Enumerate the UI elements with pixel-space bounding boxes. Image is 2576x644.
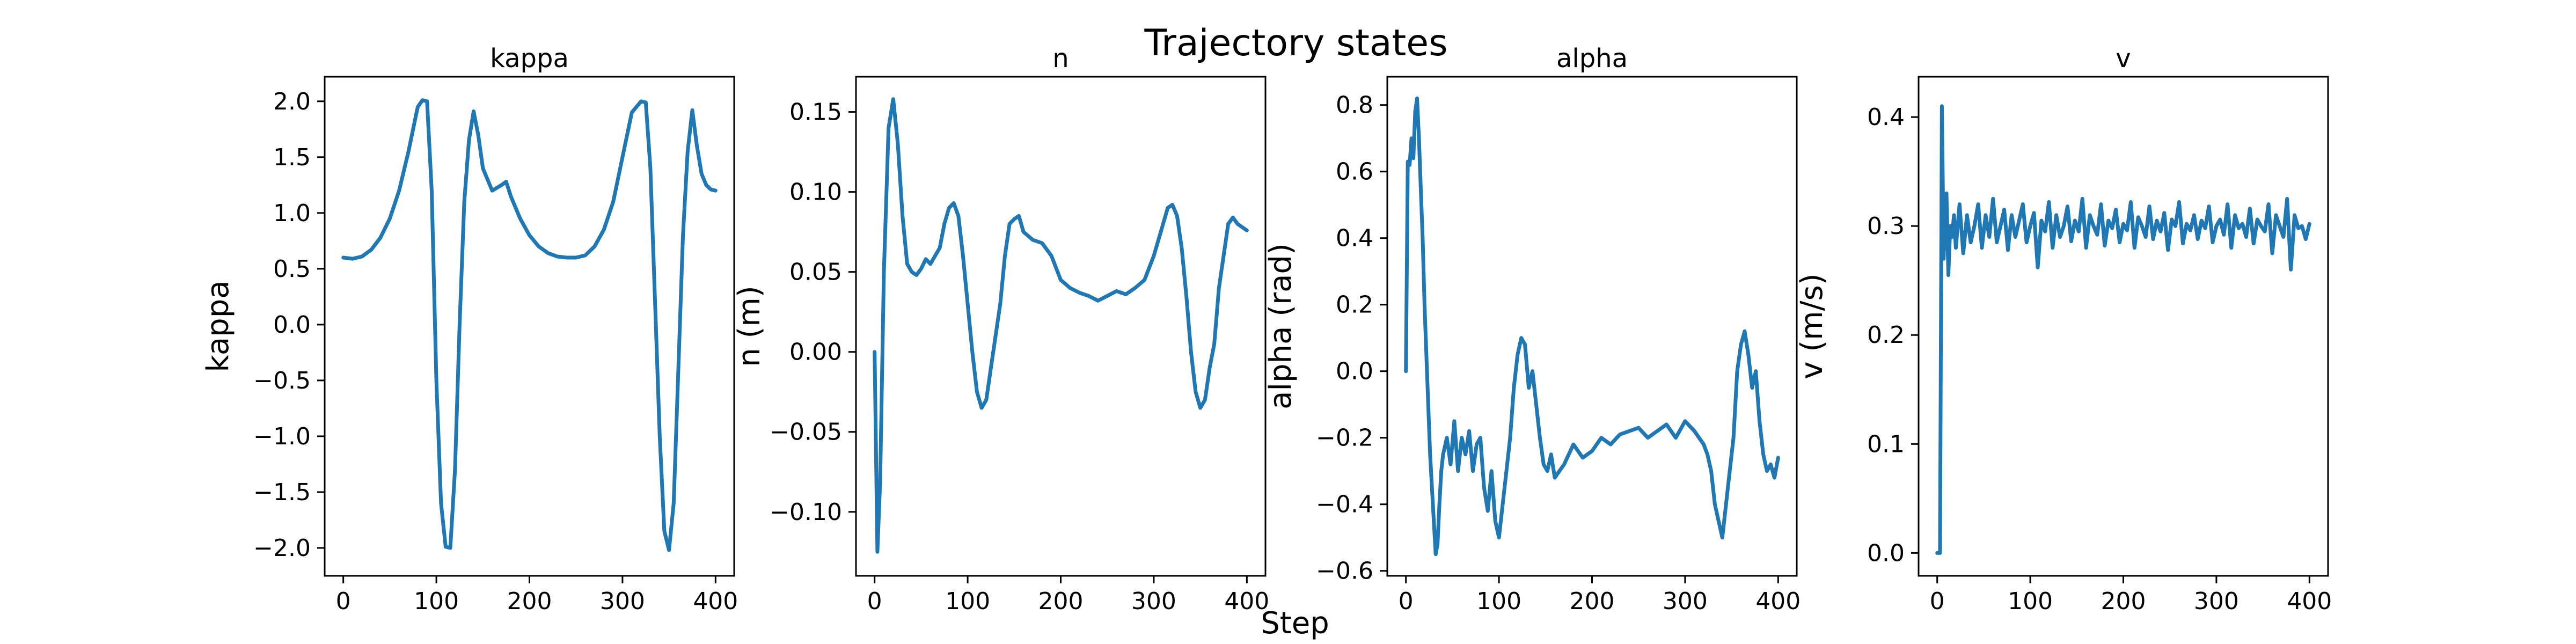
panel-n: 0 100 200 300 400 −0.10 −0.05 0.00 0.05 0.10 0.15 n… [732, 43, 1269, 615]
y-tick-label-alpha-0.4: 0.4 [1336, 225, 1373, 252]
y-tick-label-kappa--2: −2.0 [253, 535, 311, 562]
x-tick-label-v-100: 100 [2008, 588, 2053, 615]
y-tick-label-alpha--0.2: −0.2 [1316, 425, 1373, 452]
series-line-alpha [1404, 96, 1780, 557]
y-tick-label-n-0.1: 0.10 [789, 179, 842, 206]
y-tick-label-n-0.05: 0.05 [789, 259, 842, 286]
subplot-title-v: v [2116, 43, 2131, 74]
x-tick-label-v-0: 0 [1930, 588, 1945, 615]
series-line-v [1935, 104, 2311, 555]
y-tick-label-kappa--0.5: −0.5 [253, 367, 311, 394]
x-tick-label-v-200: 200 [2101, 588, 2146, 615]
subplot-panels: 0 100 200 300 400 −2.0 −1.5 −1.0 −0.5 0.0 0.5 1.0 1.… [201, 43, 2332, 615]
y-axis-label-kappa: kappa [201, 280, 236, 372]
y-tick-label-n-0.15: 0.15 [789, 99, 842, 126]
subplot-title-kappa: kappa [490, 43, 569, 74]
x-tick-label-alpha-100: 100 [1476, 588, 1521, 615]
series-line-kappa [341, 98, 718, 552]
y-tick-label-kappa-2: 2.0 [273, 88, 311, 115]
x-tick-label-kappa-100: 100 [414, 588, 459, 615]
x-tick-label-kappa-300: 300 [600, 588, 645, 615]
x-tick-label-kappa-0: 0 [336, 588, 351, 615]
y-axis-label-n: n (m) [732, 286, 767, 367]
y-tick-label-v-0.3: 0.3 [1867, 213, 1905, 240]
x-tick-label-n-400: 400 [1224, 588, 1269, 615]
series-line-n [873, 97, 1249, 554]
y-tick-label-kappa--1: −1.0 [253, 423, 311, 450]
y-tick-label-v-0.2: 0.2 [1867, 321, 1905, 349]
panel-kappa: 0 100 200 300 400 −2.0 −1.5 −1.0 −0.5 0.0 0.5 1.0 1.… [201, 43, 738, 615]
x-tick-label-alpha-0: 0 [1399, 588, 1414, 615]
y-tick-label-v-0.4: 0.4 [1867, 104, 1905, 131]
panel-alpha: 0 100 200 300 400 −0.6 −0.4 −0.2 0.0 0.2 0.4 0.6 0.8… [1263, 43, 1801, 615]
y-tick-label-alpha-0.6: 0.6 [1336, 158, 1373, 186]
x-tick-label-v-400: 400 [2287, 588, 2332, 615]
x-tick-label-kappa-400: 400 [693, 588, 738, 615]
x-tick-label-v-300: 300 [2194, 588, 2239, 615]
figure-xlabel: Step [1261, 606, 1329, 641]
y-tick-label-alpha-0: 0.0 [1336, 358, 1373, 385]
y-tick-label-alpha--0.4: −0.4 [1316, 491, 1373, 518]
x-tick-label-n-200: 200 [1038, 588, 1084, 615]
x-tick-label-alpha-200: 200 [1570, 588, 1615, 615]
y-tick-label-v-0: 0.0 [1867, 539, 1905, 567]
y-tick-label-v-0.1: 0.1 [1867, 430, 1905, 458]
x-tick-label-n-0: 0 [867, 588, 882, 615]
x-tick-label-n-100: 100 [945, 588, 990, 615]
x-tick-label-kappa-200: 200 [507, 588, 552, 615]
y-axis-label-alpha: alpha (rad) [1263, 243, 1298, 409]
x-tick-label-alpha-400: 400 [1755, 588, 1801, 615]
y-tick-label-n--0.1: −0.10 [770, 499, 842, 526]
y-tick-label-kappa-0.5: 0.5 [273, 255, 311, 283]
subplot-title-alpha: alpha [1556, 43, 1628, 74]
panel-v: 0 100 200 300 400 0.0 0.1 0.2 0.3 0.4 v v (m/s) [1795, 43, 2332, 615]
y-tick-label-n--0.05: −0.05 [770, 419, 842, 446]
figure-suptitle: Trajectory states [1144, 22, 1447, 64]
y-tick-label-kappa-0: 0.0 [273, 311, 311, 339]
x-tick-label-n-300: 300 [1131, 588, 1176, 615]
y-axis-label-v: v (m/s) [1795, 273, 1829, 379]
y-tick-label-kappa-1.5: 1.5 [273, 144, 311, 171]
y-tick-label-kappa-1: 1.0 [273, 200, 311, 227]
y-tick-label-alpha-0.2: 0.2 [1336, 291, 1373, 319]
y-tick-label-kappa--1.5: −1.5 [253, 479, 311, 506]
subplot-title-n: n [1052, 43, 1069, 74]
y-tick-label-alpha-0.8: 0.8 [1336, 92, 1373, 119]
x-tick-label-alpha-300: 300 [1663, 588, 1708, 615]
y-tick-label-n-0: 0.00 [789, 339, 842, 366]
y-tick-label-alpha--0.6: −0.6 [1316, 558, 1373, 585]
